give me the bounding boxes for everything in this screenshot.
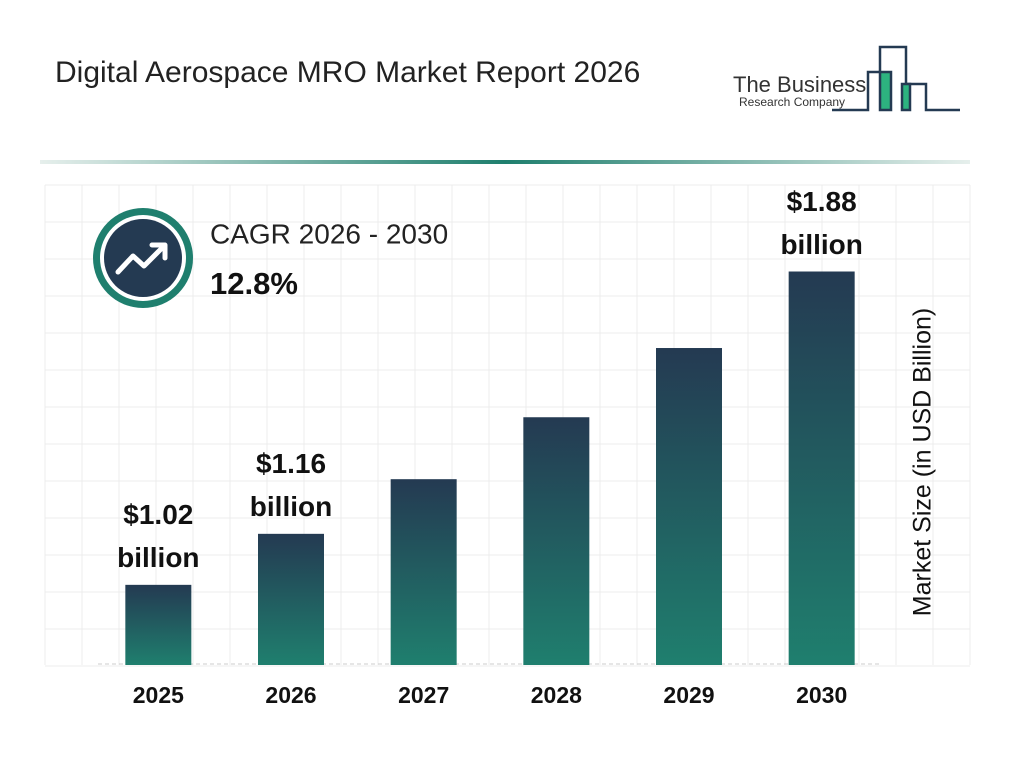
value-label: $1.02 billion bbox=[117, 498, 200, 573]
chart-title: Digital Aerospace MRO Market Report 2026 bbox=[55, 56, 641, 89]
x-tick-label: 2030 bbox=[796, 682, 847, 708]
value-label: $1.88 billion bbox=[780, 185, 863, 260]
bar bbox=[390, 479, 457, 665]
logo-line1: The Business bbox=[733, 72, 866, 97]
bar bbox=[656, 348, 722, 665]
bar bbox=[125, 584, 192, 665]
x-tick-label: 2027 bbox=[398, 682, 449, 708]
x-tick-label: 2029 bbox=[663, 682, 714, 708]
logo-icon bbox=[832, 45, 960, 112]
x-tick-label: 2026 bbox=[265, 682, 316, 708]
logo-line2: Research Company bbox=[739, 95, 845, 109]
x-tick-label: 2028 bbox=[531, 682, 582, 708]
value-label: $1.16 billion bbox=[249, 447, 333, 522]
cagr-label: CAGR 2026 - 2030 bbox=[210, 218, 448, 249]
x-tick-label: 2025 bbox=[133, 682, 184, 708]
bar bbox=[788, 271, 855, 665]
cagr-value: 12.8% bbox=[210, 266, 298, 301]
cagr-icon bbox=[93, 208, 193, 308]
y-axis-label: Market Size (in USD Billion) bbox=[909, 308, 937, 616]
bar bbox=[523, 417, 590, 665]
bar bbox=[258, 533, 324, 665]
divider bbox=[40, 160, 970, 164]
